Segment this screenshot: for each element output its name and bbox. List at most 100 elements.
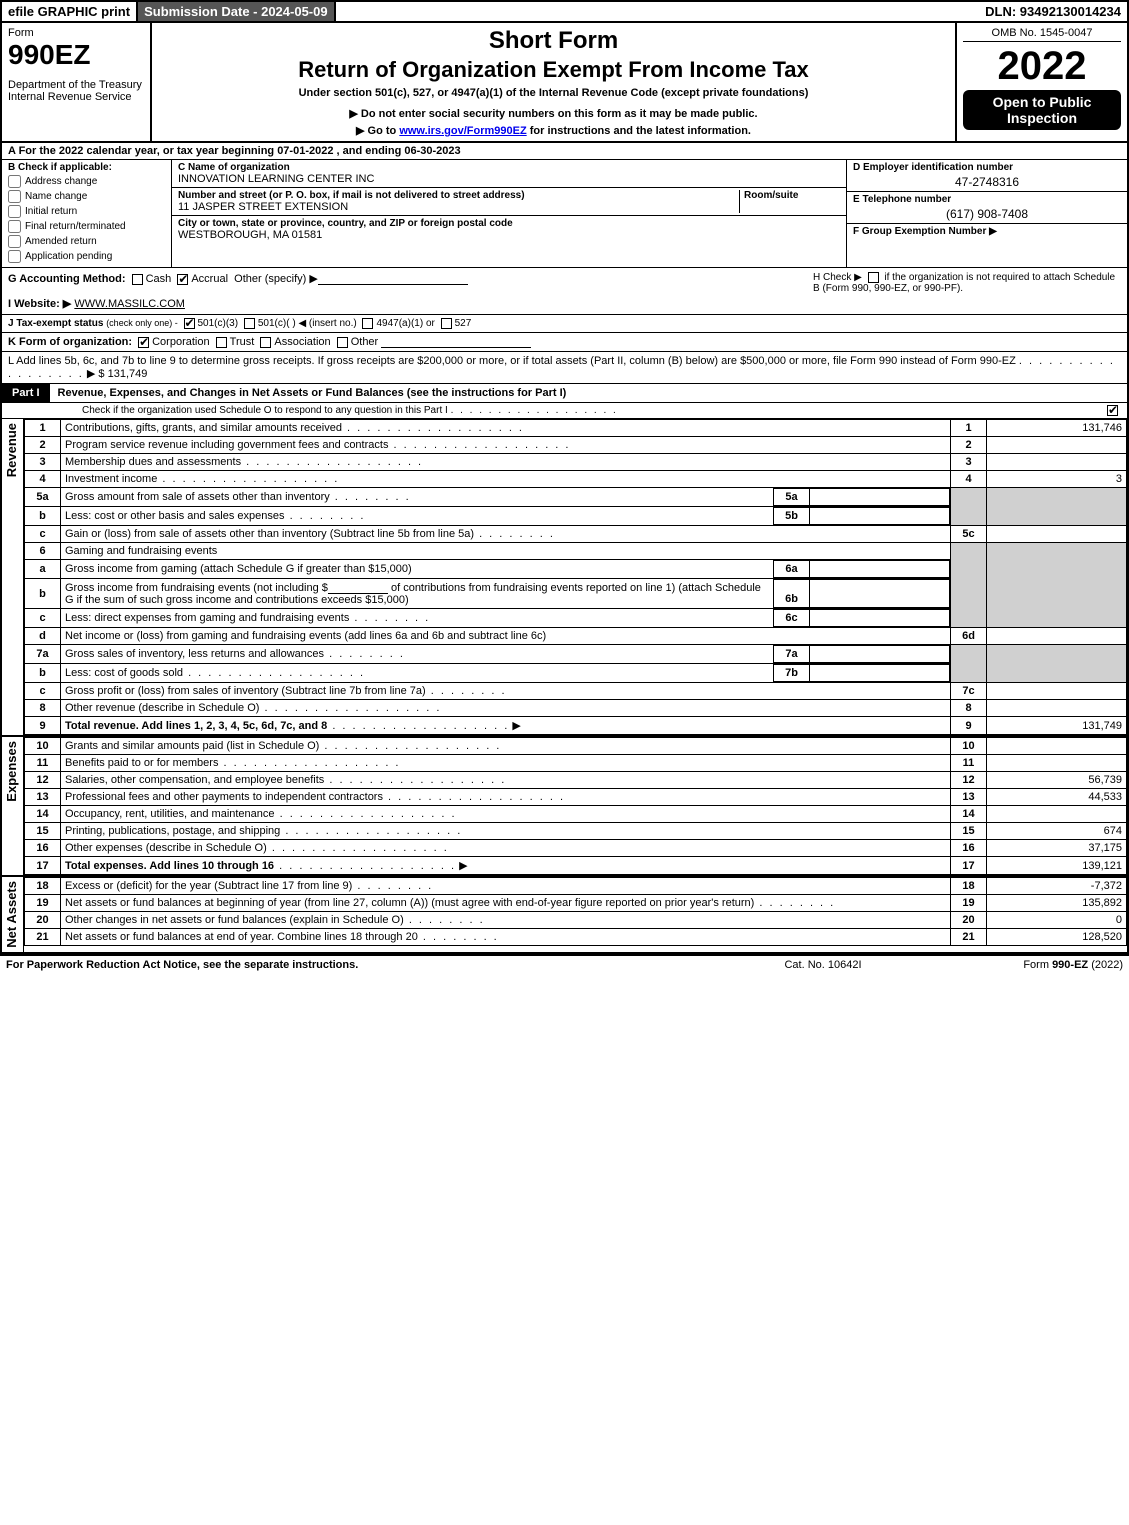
footer-form-ref: Form 990-EZ (2022) (923, 959, 1123, 971)
form-990ez: efile GRAPHIC print Submission Date - 20… (0, 0, 1129, 956)
cb-association[interactable] (260, 337, 271, 348)
c-street-row: Number and street (or P. O. box, if mail… (172, 188, 846, 216)
k-label: K Form of organization: (8, 336, 132, 348)
j-527: 527 (455, 318, 472, 329)
cb-cash[interactable] (132, 274, 143, 285)
cb-other-org[interactable] (337, 337, 348, 348)
row-k-form-org: K Form of organization: Corporation Trus… (2, 333, 1127, 352)
cb-address-change[interactable]: Address change (8, 175, 165, 188)
irs-link[interactable]: www.irs.gov/Form990EZ (399, 125, 526, 137)
cb-4947[interactable] (362, 318, 373, 329)
c-city-row: City or town, state or province, country… (172, 216, 846, 243)
c-city-value: WESTBOROUGH, MA 01581 (178, 229, 322, 241)
section-revenue: Revenue 1Contributions, gifts, grants, a… (2, 419, 1127, 737)
j-label: J Tax-exempt status (8, 318, 103, 329)
k-other: Other (351, 336, 379, 348)
part-i-title: Revenue, Expenses, and Changes in Net As… (58, 384, 1127, 402)
page-footer: For Paperwork Reduction Act Notice, see … (0, 956, 1129, 974)
cb-527[interactable] (441, 318, 452, 329)
header-center: Short Form Return of Organization Exempt… (152, 23, 957, 141)
l-arrow: ▶ $ (87, 368, 105, 380)
e-phone-value: (617) 908-7408 (853, 207, 1121, 221)
d-ein-label: D Employer identification number (853, 162, 1013, 173)
line-19-val: 135,892 (987, 895, 1127, 912)
k-assoc: Association (274, 336, 330, 348)
expenses-table: 10Grants and similar amounts paid (list … (24, 737, 1127, 875)
omb-number: OMB No. 1545-0047 (963, 27, 1121, 42)
line-6-desc: Gaming and fundraising events (61, 543, 951, 560)
c-street-value: 11 JASPER STREET EXTENSION (178, 201, 348, 213)
part-i-tag: Part I (2, 384, 50, 402)
h-schedule-b: H Check ▶ if the organization is not req… (807, 268, 1127, 314)
sidelabel-revenue: Revenue (2, 419, 24, 735)
cb-accrual[interactable] (177, 274, 188, 285)
line-20-val: 0 (987, 912, 1127, 929)
section-net-assets: Net Assets 18Excess or (deficit) for the… (2, 877, 1127, 954)
section-expenses: Expenses 10Grants and similar amounts pa… (2, 737, 1127, 877)
block-bcdef: B Check if applicable: Address change Na… (2, 160, 1127, 268)
link-pre: ▶ Go to (356, 125, 399, 137)
line-7c-desc: Gross profit or (loss) from sales of inv… (65, 685, 426, 697)
j-501c3: 501(c)(3) (198, 318, 239, 329)
line-18-val: -7,372 (987, 878, 1127, 895)
row-j-tax-exempt: J Tax-exempt status (check only one) - 5… (2, 315, 1127, 333)
department: Department of the Treasury Internal Reve… (8, 79, 144, 103)
line-6c-desc: Less: direct expenses from gaming and fu… (65, 612, 349, 624)
sidelabel-net-assets: Net Assets (2, 877, 24, 952)
line-4-val: 3 (987, 471, 1127, 488)
cb-501c[interactable] (244, 318, 255, 329)
j-insert-no: ◀ (insert no.) (298, 318, 356, 329)
net-assets-table: 18Excess or (deficit) for the year (Subt… (24, 877, 1127, 946)
other-label: Other (specify) ▶ (234, 273, 318, 285)
line-12-desc: Salaries, other compensation, and employ… (65, 774, 324, 786)
cb-corporation[interactable] (138, 337, 149, 348)
d-ein-value: 47-2748316 (853, 175, 1121, 189)
line-3-val (987, 454, 1127, 471)
c-city-label: City or town, state or province, country… (178, 218, 513, 229)
cb-final-return[interactable]: Final return/terminated (8, 220, 165, 233)
efile-print: efile GRAPHIC print (2, 2, 138, 21)
line-15-val: 674 (987, 823, 1127, 840)
accrual-label: Accrual (191, 273, 228, 285)
cb-501c3[interactable] (184, 318, 195, 329)
line-13-desc: Professional fees and other payments to … (65, 791, 383, 803)
cb-application-pending[interactable]: Application pending (8, 250, 165, 263)
line-6a-sub: 6a (774, 561, 810, 578)
line-4-desc: Investment income (65, 473, 157, 485)
cb-amended-return-label: Amended return (25, 236, 97, 247)
line-7a-sub: 7a (774, 646, 810, 663)
sidelabel-expenses-text: Expenses (2, 737, 21, 806)
tax-year: 2022 (963, 46, 1121, 86)
cb-name-change-label: Name change (25, 191, 87, 202)
line-5b-desc: Less: cost or other basis and sales expe… (65, 510, 285, 522)
line-5a-desc: Gross amount from sale of assets other t… (65, 491, 330, 503)
k-corp: Corporation (152, 336, 209, 348)
cb-schedule-b[interactable] (868, 272, 879, 283)
row-a-tax-year: A For the 2022 calendar year, or tax yea… (2, 143, 1127, 160)
line-6d-val (987, 628, 1127, 645)
line-20-desc: Other changes in net assets or fund bala… (65, 914, 404, 926)
f-group-row: F Group Exemption Number ▶ (847, 224, 1127, 239)
line-5b-subval (810, 508, 950, 525)
cb-amended-return[interactable]: Amended return (8, 235, 165, 248)
c-name-row: C Name of organization INNOVATION LEARNI… (172, 160, 846, 188)
l-value: 131,749 (108, 368, 148, 380)
cb-name-change[interactable]: Name change (8, 190, 165, 203)
i-website-value: WWW.MASSILC.COM (74, 298, 185, 310)
line-5b-sub: 5b (774, 508, 810, 525)
cb-schedule-o[interactable] (1107, 405, 1118, 416)
line-2-val (987, 437, 1127, 454)
top-bar: efile GRAPHIC print Submission Date - 20… (2, 2, 1127, 23)
cb-initial-return[interactable]: Initial return (8, 205, 165, 218)
k-other-line (381, 336, 531, 348)
form-subtitle: Under section 501(c), 527, or 4947(a)(1)… (160, 87, 947, 99)
row-gh: G Accounting Method: Cash Accrual Other … (2, 268, 1127, 315)
submission-date: Submission Date - 2024-05-09 (138, 2, 336, 21)
line-5a-sub: 5a (774, 489, 810, 506)
line-5c-val (987, 526, 1127, 543)
line-6c-sub: 6c (774, 610, 810, 627)
cb-trust[interactable] (216, 337, 227, 348)
line-6b-sub: 6b (774, 580, 810, 608)
form-title: Return of Organization Exempt From Incom… (160, 57, 947, 83)
j-4947: 4947(a)(1) or (376, 318, 434, 329)
